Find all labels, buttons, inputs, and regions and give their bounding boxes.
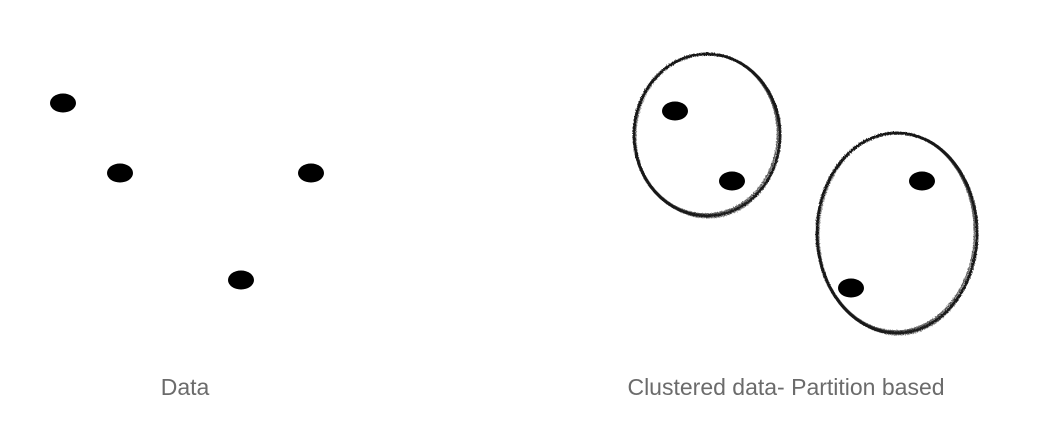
cluster-outline [815,131,979,336]
data-point [719,171,745,191]
raw-data-caption: Data [160,374,210,400]
data-point [662,101,688,121]
cluster-outline [632,52,782,219]
data-point [107,163,133,183]
data-point [298,163,324,183]
data-point [838,278,864,298]
data-point [228,270,254,290]
data-point [909,171,935,191]
clustered-data-panel [632,52,979,336]
raw-data-panel [50,93,324,290]
clustered-data-caption: Clustered data- Partition based [627,374,945,400]
data-point [50,93,76,113]
